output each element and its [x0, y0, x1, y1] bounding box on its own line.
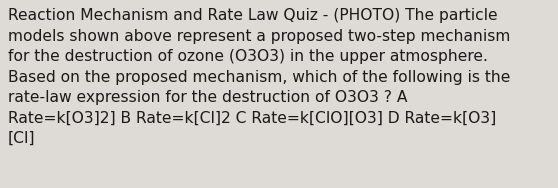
- Text: Based on the proposed mechanism, which of the following is the: Based on the proposed mechanism, which o…: [8, 70, 511, 85]
- Text: rate-law expression for the destruction of O3O3 ? A: rate-law expression for the destruction …: [8, 90, 407, 105]
- Text: Rate=k[O3]2] B Rate=k[Cl]2 C Rate=k[ClO][O3] D Rate=k[O3]: Rate=k[O3]2] B Rate=k[Cl]2 C Rate=k[ClO]…: [8, 111, 496, 126]
- Text: for the destruction of ozone (O3O3) in the upper atmosphere.: for the destruction of ozone (O3O3) in t…: [8, 49, 488, 64]
- Text: models shown above represent a proposed two-step mechanism: models shown above represent a proposed …: [8, 29, 511, 44]
- Text: [Cl]: [Cl]: [8, 131, 36, 146]
- Text: Reaction Mechanism and Rate Law Quiz - (PHOTO) The particle: Reaction Mechanism and Rate Law Quiz - (…: [8, 8, 498, 23]
